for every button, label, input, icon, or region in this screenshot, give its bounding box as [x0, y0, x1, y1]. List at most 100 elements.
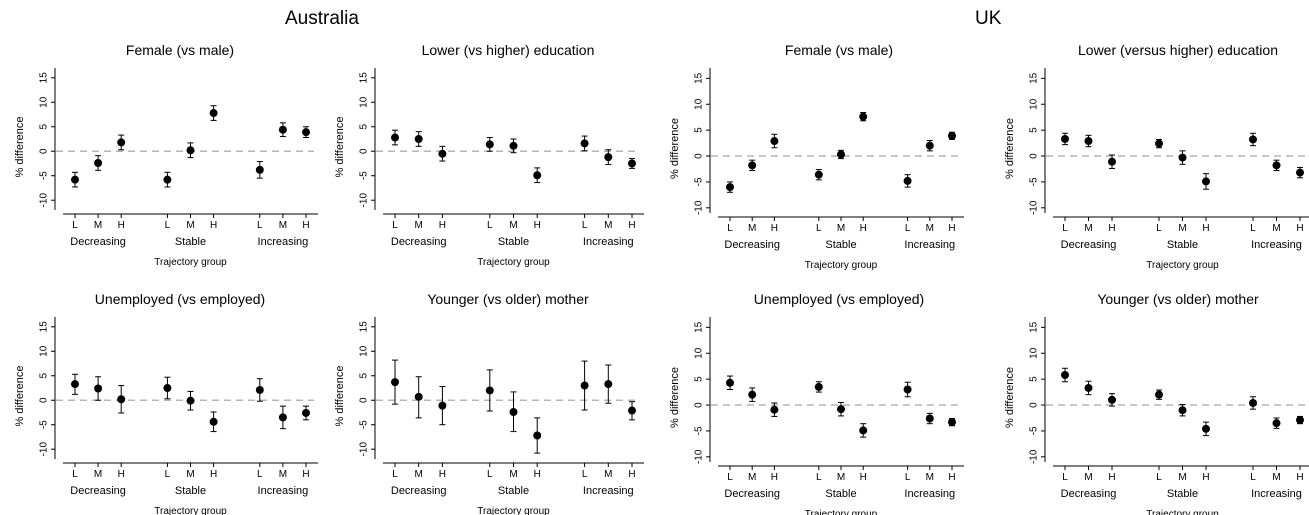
x-tick-label: H [1108, 223, 1115, 234]
y-tick-label: 0 [39, 397, 50, 403]
data-point [748, 390, 757, 399]
data-point [1155, 139, 1163, 148]
group-label: Increasing [583, 236, 634, 248]
data-point [837, 405, 845, 414]
chart-panel: Unemployed (vs employed) -10 -5 0 5 10 15 % dif… [14, 291, 318, 515]
x-tick-label: L [487, 220, 493, 231]
x-tick-label: M [1178, 472, 1186, 483]
x-tick-label: H [534, 469, 541, 480]
x-tick-label: M [748, 472, 756, 483]
data-point [278, 413, 287, 422]
x-tick-label: H [771, 472, 778, 483]
y-tick-label: -10 [694, 200, 705, 215]
data-point [726, 183, 734, 192]
group-label: Stable [825, 488, 856, 500]
group-label: Stable [498, 485, 529, 497]
data-point [770, 405, 779, 414]
data-point [163, 175, 172, 184]
data-point [438, 401, 447, 410]
chart-title: Younger (vs older) mother [427, 291, 589, 307]
x-tick-label: L [257, 220, 263, 231]
y-tick-label: 5 [1029, 127, 1040, 133]
data-point [391, 378, 399, 387]
y-tick-label: 0 [694, 402, 705, 408]
chart-panel: Lower (vs higher) education -10 -5 0 5 10 15 % … [334, 42, 644, 268]
group-label: Decreasing [391, 485, 447, 497]
x-tick-label: L [582, 469, 588, 480]
y-axis-label: % difference [1004, 367, 1016, 428]
x-tick-label: L [905, 223, 911, 234]
data-point [1272, 419, 1281, 428]
x-tick-label: L [1156, 472, 1162, 483]
data-point [302, 408, 310, 417]
group-label: Stable [175, 485, 206, 497]
data-point [509, 407, 518, 416]
chart-title: Lower (vs higher) education [422, 42, 595, 58]
y-tick-label: -10 [694, 449, 705, 464]
x-tick-label: M [279, 220, 287, 231]
chart-panel: Female (vs male) -10 -5 0 5 10 15 % difference L… [14, 42, 318, 268]
y-tick-label: 0 [1029, 402, 1040, 408]
data-point [1249, 135, 1257, 144]
x-tick-label: M [1084, 223, 1092, 234]
group-label: Increasing [904, 239, 955, 251]
y-tick-label: 15 [39, 321, 50, 333]
x-tick-label: H [210, 220, 217, 231]
group-label: Increasing [1251, 239, 1302, 251]
group-label: Increasing [583, 485, 634, 497]
data-point [1084, 383, 1093, 392]
data-point [837, 150, 845, 159]
data-point [1178, 406, 1187, 415]
x-tick-label: M [509, 220, 517, 231]
x-tick-label: M [926, 472, 934, 483]
x-axis-label: Trajectory group [477, 257, 550, 268]
data-point [580, 381, 589, 390]
group-label: Decreasing [724, 488, 780, 500]
data-point [925, 141, 934, 150]
x-tick-label: H [860, 223, 867, 234]
data-point [414, 392, 423, 401]
data-point [948, 131, 956, 140]
y-tick-label: 15 [359, 321, 370, 333]
y-axis-label: % difference [14, 366, 26, 427]
group-label: Decreasing [1061, 488, 1117, 500]
x-axis-label: Trajectory group [154, 506, 227, 515]
x-axis-label: Trajectory group [1146, 509, 1219, 515]
y-tick-label: 10 [1029, 98, 1040, 110]
y-tick-label: -10 [359, 193, 370, 208]
x-tick-label: H [118, 220, 125, 231]
x-tick-label: H [628, 469, 635, 480]
data-point [117, 395, 126, 404]
x-tick-label: M [94, 220, 102, 231]
x-tick-label: M [1084, 472, 1092, 483]
group-label: Increasing [258, 485, 309, 497]
y-tick-label: 0 [694, 153, 705, 159]
group-label: Decreasing [391, 236, 447, 248]
y-axis-label: % difference [669, 118, 681, 179]
data-point [903, 176, 912, 185]
data-point [1155, 390, 1163, 399]
data-point [117, 138, 126, 147]
group-label: Stable [1167, 239, 1198, 251]
x-tick-label: L [165, 469, 171, 480]
x-tick-label: L [816, 223, 822, 234]
chart-panel: Female (vs male) -10 -5 0 5 10 15 % difference L… [669, 42, 964, 271]
data-point [1249, 398, 1257, 407]
chart-title: Lower (versus higher) education [1078, 42, 1278, 58]
y-tick-label: -5 [1029, 177, 1040, 186]
x-tick-label: L [487, 469, 493, 480]
x-tick-label: L [392, 220, 398, 231]
x-tick-label: M [604, 220, 612, 231]
data-point [255, 385, 264, 394]
x-tick-label: H [302, 220, 309, 231]
data-point [628, 406, 636, 415]
y-tick-label: 5 [39, 373, 50, 379]
y-tick-label: -5 [1029, 426, 1040, 435]
data-point [726, 378, 734, 387]
x-tick-label: L [257, 469, 263, 480]
x-tick-label: L [727, 223, 733, 234]
x-tick-label: H [948, 472, 955, 483]
x-axis-label: Trajectory group [477, 506, 550, 515]
y-axis-label: % difference [334, 117, 346, 178]
x-axis-label: Trajectory group [1146, 260, 1219, 271]
